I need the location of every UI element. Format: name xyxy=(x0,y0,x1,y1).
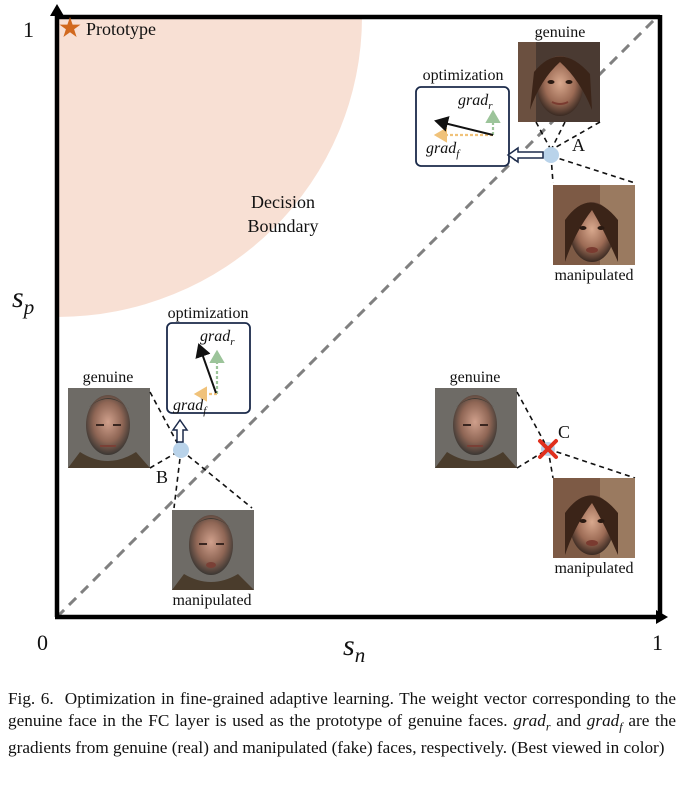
resultant-arrow-a xyxy=(434,116,494,136)
figure-caption: Fig. 6. Optimization in fine-grained ada… xyxy=(8,688,676,759)
figure-diagram: 1 1 0 sp sn Prototype Decision Boundary … xyxy=(12,4,668,667)
point-c-letter: C xyxy=(558,422,570,442)
caption-grad-f: gradf xyxy=(586,711,623,734)
caption-conj: and xyxy=(556,711,582,730)
y-max-label: 1 xyxy=(23,17,34,42)
point-c-genuine-face-image xyxy=(435,388,517,468)
x-max-label: 1 xyxy=(652,630,663,655)
hollow-arrow-b xyxy=(171,418,189,443)
caption-grad-r: gradr xyxy=(513,711,551,734)
origin-label: 0 xyxy=(37,630,48,655)
point-a-genuine-face-image xyxy=(518,42,600,122)
point-a-group: genuine A manipulated xyxy=(518,24,636,284)
resultant-arrow-b xyxy=(195,343,217,394)
decision-label: Decision xyxy=(251,192,315,212)
caption-part1: Optimization in fine-grained adaptive le… xyxy=(8,689,676,730)
optimization-box-b: optimization gradr gradf xyxy=(166,305,251,443)
point-a-manipulated-label: manipulated xyxy=(554,267,633,284)
x-axis-label: sn xyxy=(343,629,365,667)
hollow-arrow-a xyxy=(506,146,544,164)
point-b-genuine-label: genuine xyxy=(83,369,134,386)
point-c-cross-icon xyxy=(538,439,558,459)
y-axis-arrowhead xyxy=(50,4,64,16)
boundary-label: Boundary xyxy=(248,216,319,236)
optimization-box-a: optimization gradr gradf xyxy=(415,67,544,167)
point-a-marker xyxy=(543,147,559,163)
grad-f-label-a: gradf xyxy=(426,140,461,160)
point-b-group: genuine B manipulated xyxy=(68,369,254,609)
point-a-manipulated-face-image xyxy=(553,185,635,265)
point-b-letter: B xyxy=(156,467,168,487)
grad-r-label-a: gradr xyxy=(458,92,493,112)
caption-part2: are the gradients from genuine (real) an… xyxy=(8,711,677,758)
point-c-group: genuine C manipulated xyxy=(435,369,636,577)
prototype-label: Prototype xyxy=(86,19,156,39)
point-c-genuine-label: genuine xyxy=(450,369,501,386)
point-b-marker xyxy=(173,442,189,458)
point-b-manipulated-label: manipulated xyxy=(172,592,251,609)
caption-prefix: Fig. 6. xyxy=(8,689,54,708)
x-axis-arrowhead xyxy=(656,610,668,624)
optimization-b-title: optimization xyxy=(168,305,249,322)
point-b-manipulated-face-image xyxy=(172,510,254,590)
grad-f-label-b: gradf xyxy=(173,397,208,417)
grad-r-label-b: gradr xyxy=(200,328,235,348)
point-c-manipulated-label: manipulated xyxy=(554,560,633,577)
decision-boundary-region xyxy=(57,17,362,317)
point-b-genuine-face-image xyxy=(68,388,150,468)
point-a-genuine-label: genuine xyxy=(535,24,586,41)
optimization-a-title: optimization xyxy=(423,67,504,84)
point-a-letter: A xyxy=(572,135,585,155)
y-axis-label: sp xyxy=(12,281,34,319)
point-c-manipulated-face-image xyxy=(553,478,635,558)
prototype-star-icon xyxy=(59,17,81,37)
diagonal-line xyxy=(55,15,659,619)
